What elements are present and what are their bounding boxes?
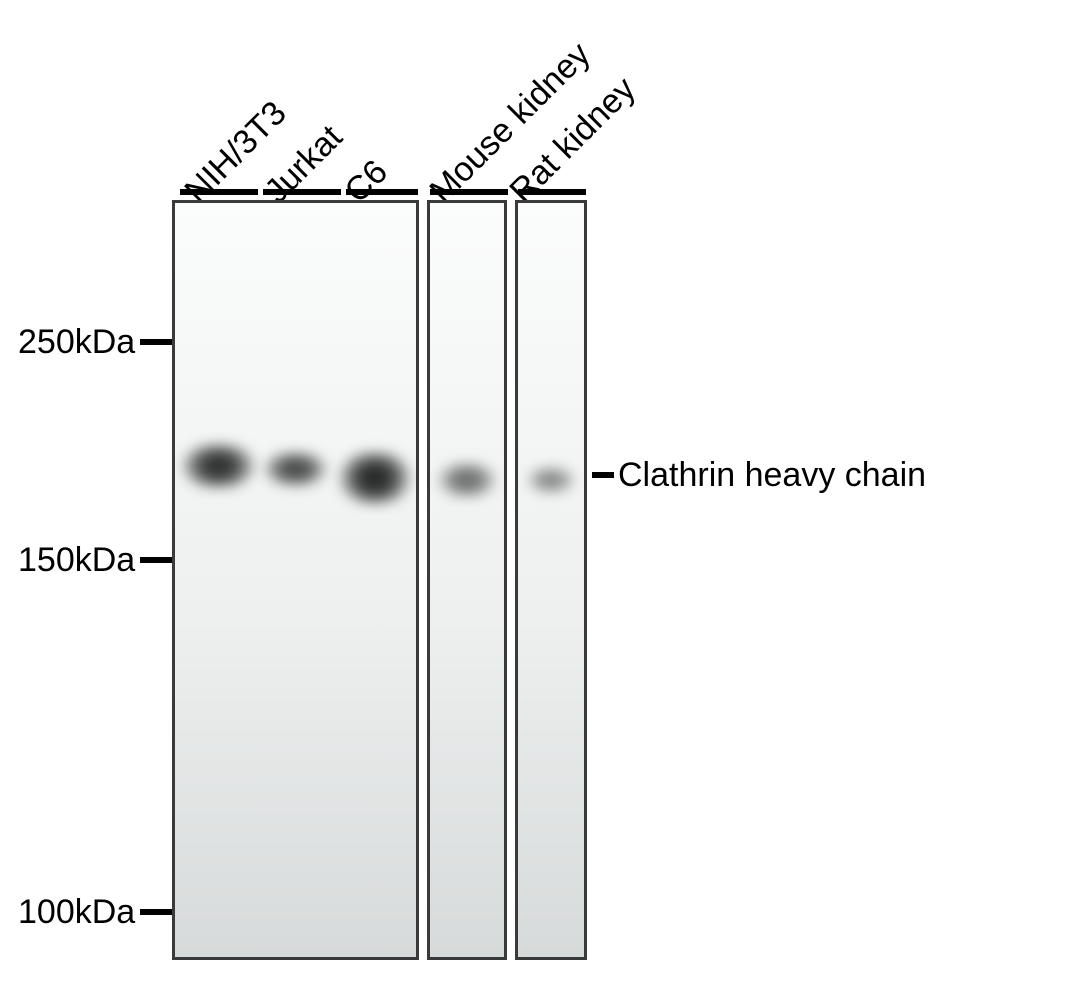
lane-bar	[263, 189, 341, 195]
protein-band	[264, 452, 327, 486]
lane-bar	[430, 189, 508, 195]
mw-marker-label: 100kDa	[18, 893, 135, 932]
lane-bar	[518, 189, 586, 195]
mw-marker-tick	[140, 339, 172, 345]
mw-marker-tick	[140, 557, 172, 563]
mw-marker-label: 250kDa	[18, 323, 135, 362]
band-annotation-label: Clathrin heavy chain	[618, 456, 926, 495]
mw-marker-label: 150kDa	[18, 541, 135, 580]
protein-band	[438, 463, 496, 497]
membrane-background	[175, 203, 416, 957]
blot-membrane	[427, 200, 507, 960]
blot-membrane	[515, 200, 587, 960]
mw-marker-tick	[140, 909, 172, 915]
lane-bar	[180, 189, 258, 195]
membrane-background	[430, 203, 504, 957]
protein-band	[527, 467, 576, 493]
membrane-background	[518, 203, 584, 957]
band-annotation-tick	[592, 472, 614, 478]
protein-band	[182, 444, 254, 488]
lane-bar	[346, 189, 418, 195]
protein-band	[339, 452, 411, 504]
blot-membrane	[172, 200, 419, 960]
western-blot-figure: NIH/3T3 Jurkat C6 Mouse kidney Rat kidne…	[0, 0, 1080, 1004]
